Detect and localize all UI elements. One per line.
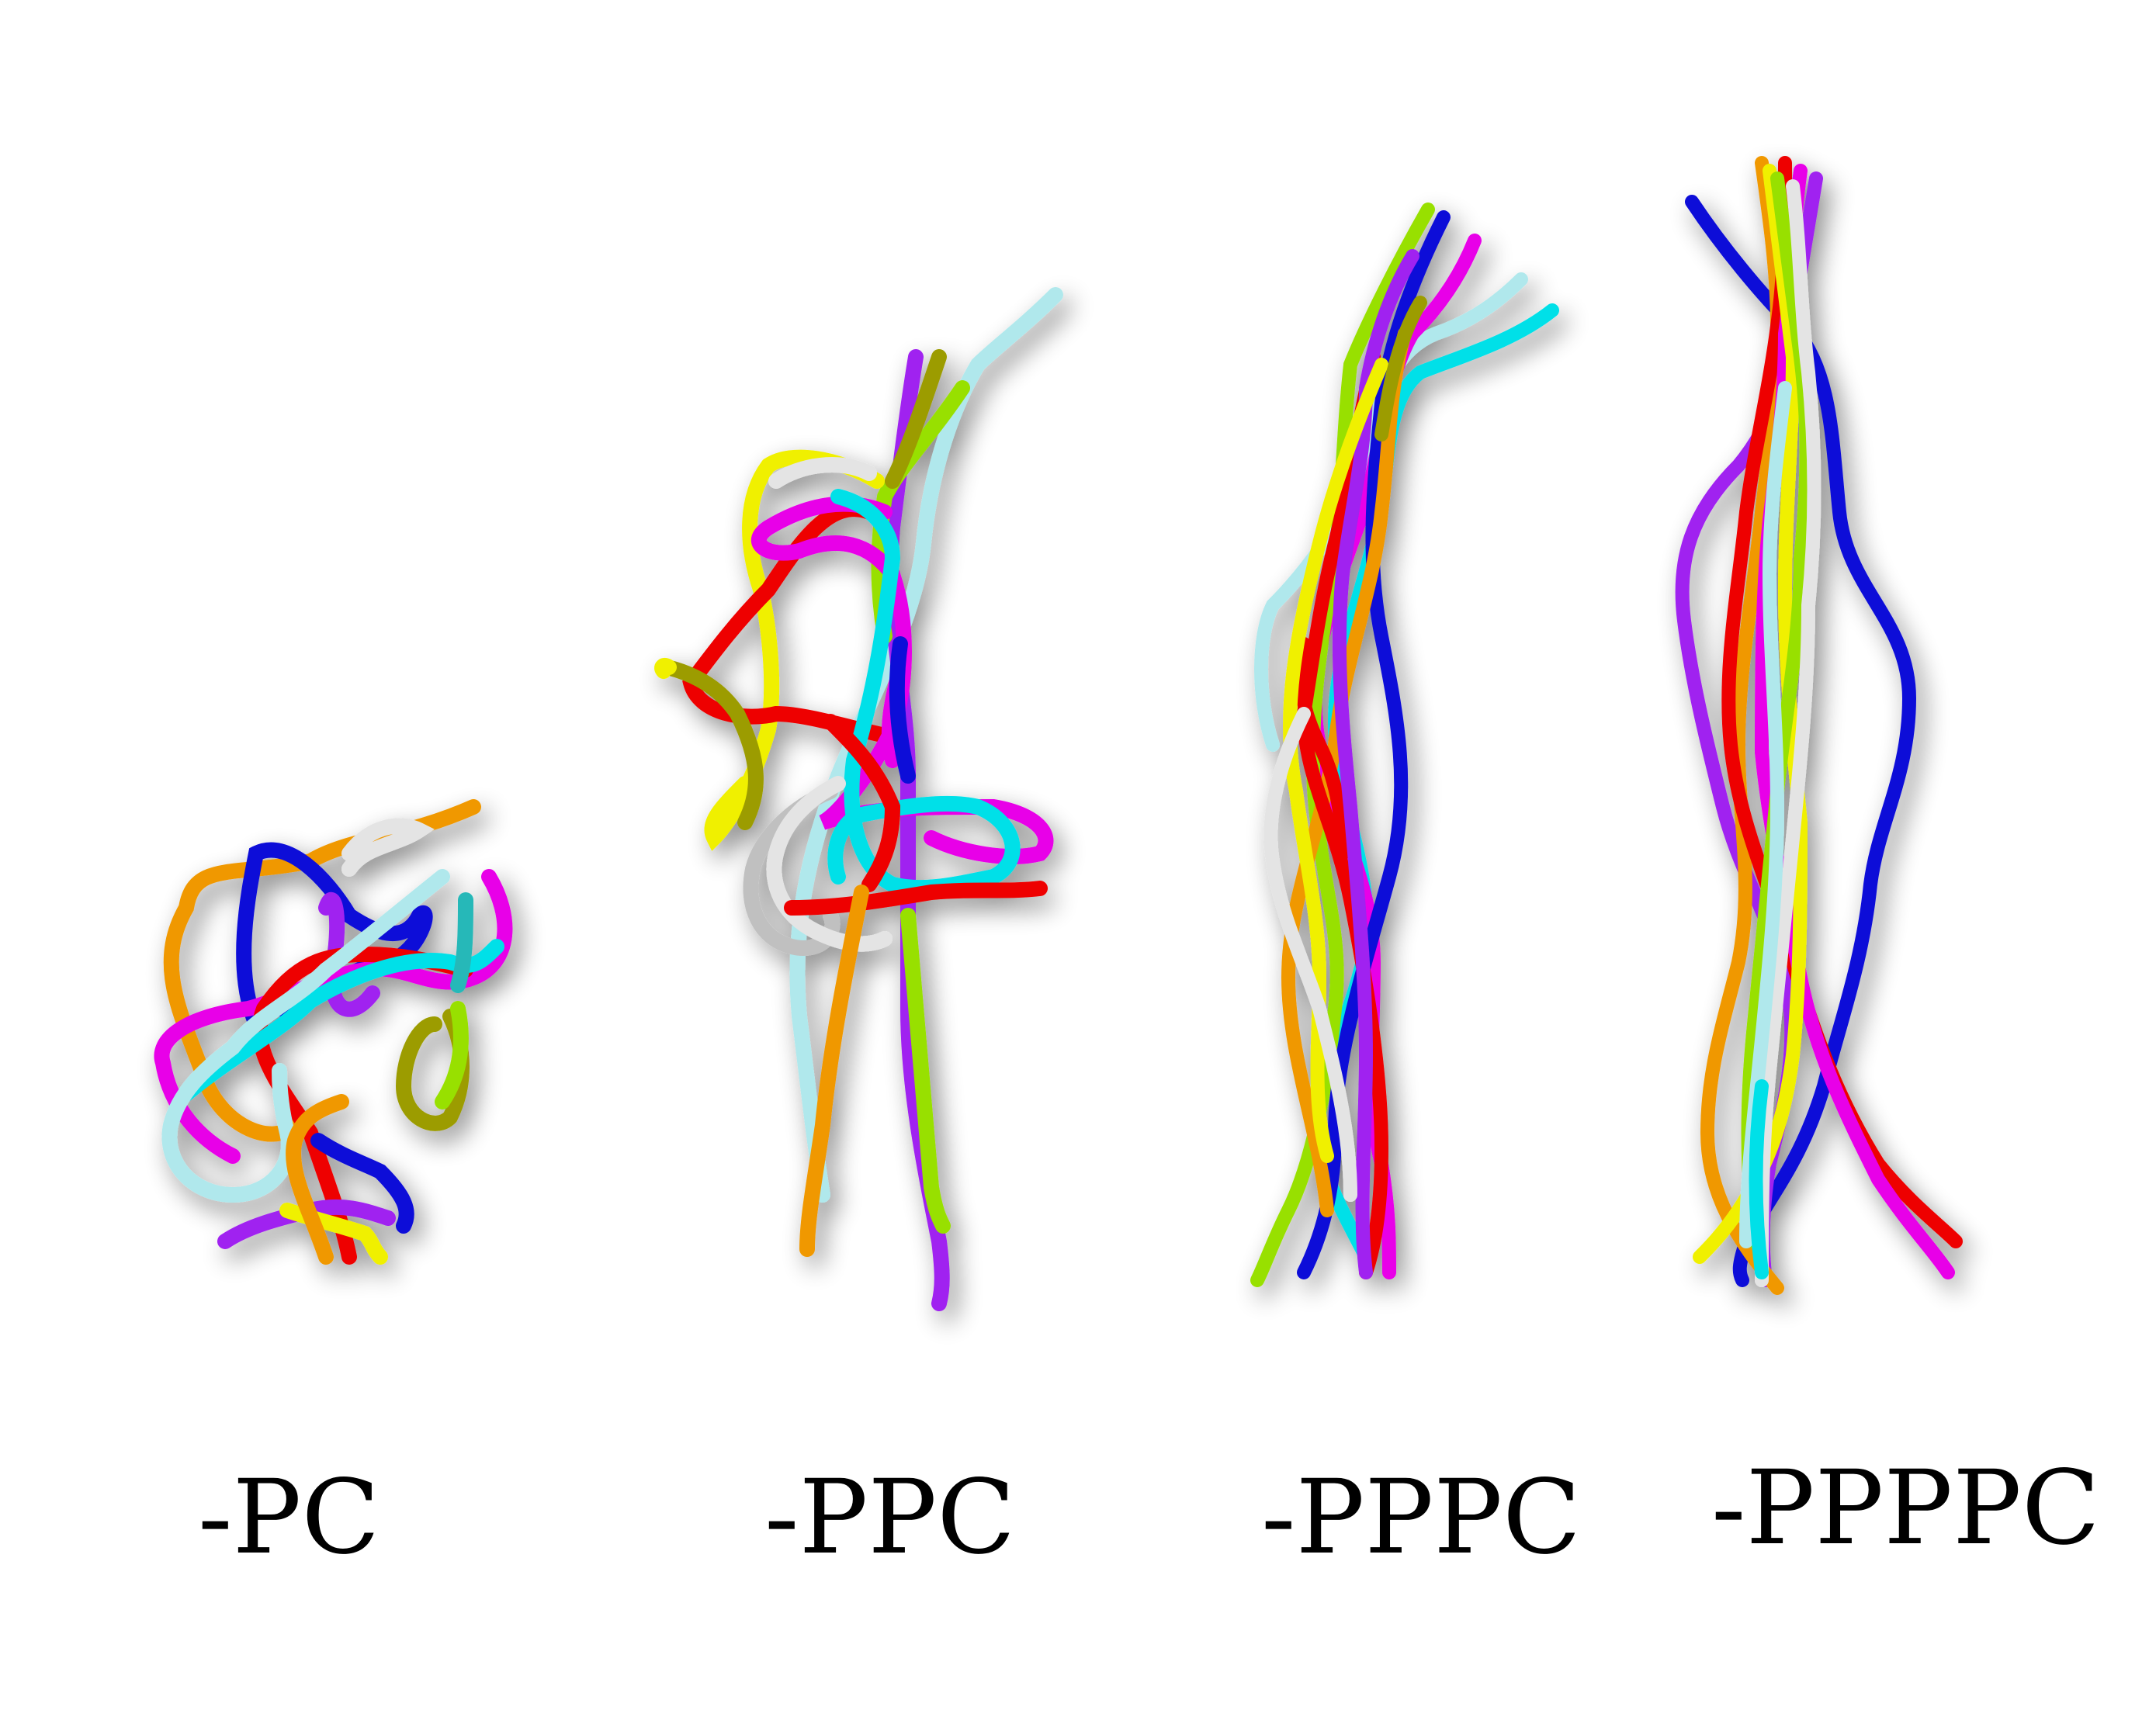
strand-darkblue-mid <box>889 636 916 784</box>
strand-olive <box>1374 296 1427 441</box>
strand-yellowgreen-down <box>900 908 951 1234</box>
strand-red-loop2 <box>823 714 901 892</box>
pc-coil <box>154 799 513 1265</box>
strand-white <box>341 818 435 877</box>
strand-teal <box>450 892 473 993</box>
strand-yellow-loop <box>704 449 885 851</box>
panel-label-pppc: -PPPC <box>1261 1458 1582 1577</box>
ppppc-bundle <box>1675 156 1963 1295</box>
strand-olive-left <box>660 659 764 830</box>
strand-orange <box>1281 327 1412 1217</box>
strand-yellowgreen <box>435 1001 469 1110</box>
panel-label-ppppc: -PPPPC <box>1711 1449 2100 1568</box>
strand-red-bottom <box>784 881 1048 916</box>
strand-white-top <box>768 457 877 489</box>
strand-yellowgreen-up <box>871 380 970 644</box>
strand-yellow-tip <box>654 657 677 679</box>
strand-white <box>1263 707 1357 1202</box>
panel-label-ppc: -PPC <box>764 1458 1016 1577</box>
pppc-bundle <box>1250 203 1559 1287</box>
strand-red <box>1296 350 1389 1279</box>
strand-cyan <box>1749 1079 1769 1279</box>
strand-orange-down <box>799 885 869 1257</box>
ppc-coil <box>654 287 1063 1311</box>
strand-olive-up <box>885 349 947 489</box>
panel-label-pc: -PC <box>198 1458 380 1577</box>
strand-orange2 <box>286 1094 349 1265</box>
strand-darkblue <box>310 1133 414 1234</box>
strand-red2 <box>1294 637 1350 860</box>
